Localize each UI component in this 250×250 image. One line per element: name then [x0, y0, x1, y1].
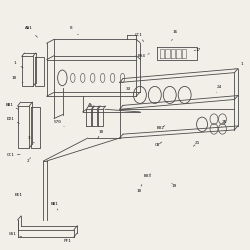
Text: B02: B02	[157, 126, 165, 130]
Text: 4k: 4k	[86, 103, 93, 110]
Text: 1: 1	[235, 62, 243, 69]
Text: 3: 3	[28, 136, 34, 143]
Text: 16: 16	[172, 30, 177, 40]
Text: 570: 570	[54, 120, 64, 127]
Text: 8: 8	[70, 26, 78, 35]
Text: CB: CB	[155, 142, 162, 147]
Text: CC1: CC1	[135, 33, 144, 42]
Text: 10: 10	[136, 184, 142, 193]
Text: 1: 1	[13, 61, 23, 68]
Text: AA1: AA1	[25, 26, 37, 37]
Text: 21: 21	[193, 141, 200, 146]
Text: B04: B04	[137, 54, 149, 58]
Text: 24: 24	[216, 86, 222, 92]
Text: 17: 17	[194, 48, 201, 52]
Text: FF1: FF1	[64, 239, 72, 243]
Text: EE1: EE1	[14, 193, 22, 197]
Text: B03: B03	[144, 174, 151, 178]
Text: GG1: GG1	[9, 232, 22, 237]
Text: DD1: DD1	[7, 117, 19, 123]
Text: 2: 2	[27, 158, 30, 163]
Text: 33: 33	[126, 87, 134, 94]
Text: 28: 28	[222, 120, 227, 127]
Text: 10: 10	[12, 76, 23, 82]
Text: 10: 10	[98, 130, 104, 139]
Text: 19: 19	[172, 183, 177, 188]
Text: BB1: BB1	[50, 202, 58, 210]
Text: CC1: CC1	[7, 153, 20, 157]
Text: BB1: BB1	[6, 103, 18, 109]
